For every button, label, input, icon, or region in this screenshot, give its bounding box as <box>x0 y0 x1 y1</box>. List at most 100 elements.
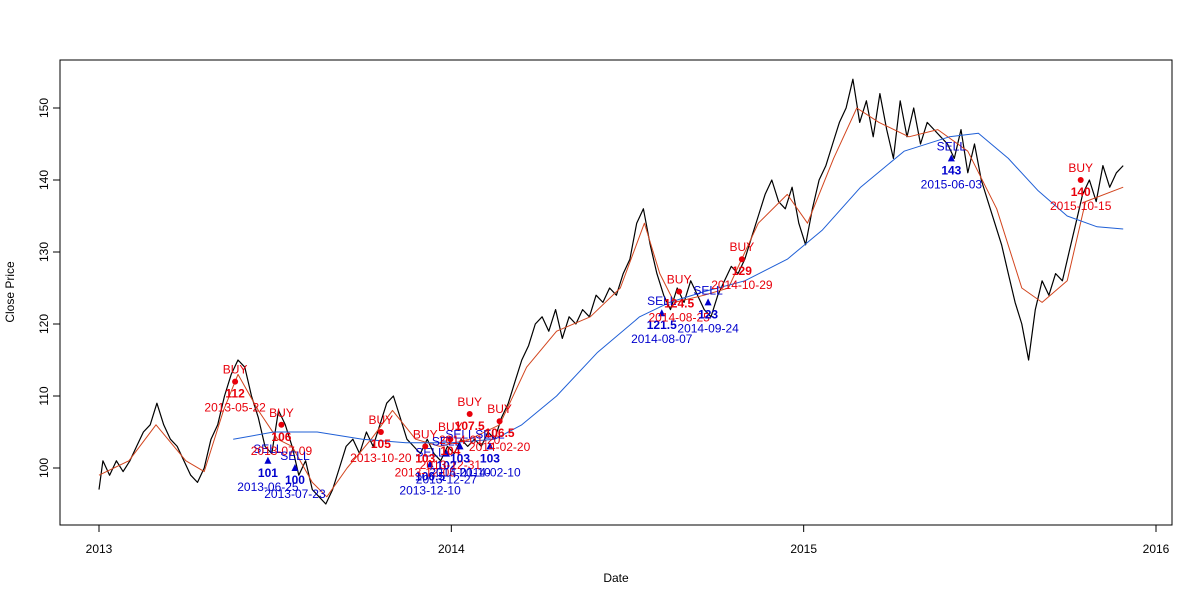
signal-price-label: 103 <box>415 451 435 465</box>
sell-marker <box>486 442 494 450</box>
signal-date-label: 2013-07-09 <box>251 444 313 458</box>
y-tick-label: 150 <box>37 98 51 118</box>
signal-type-label: SELL <box>253 442 283 456</box>
y-tick-label: 100 <box>37 458 51 478</box>
signal-type-label: BUY <box>369 413 394 427</box>
signal-date-label: 2013-12-10 <box>399 483 461 497</box>
signal-price-label: 123 <box>698 307 718 321</box>
signal-type-label: SELL <box>475 427 505 441</box>
signal-type-label: BUY <box>667 273 692 287</box>
signal-price-label: 121.5 <box>647 318 677 332</box>
buy-marker <box>278 421 285 428</box>
signal-type-label: BUY <box>1068 161 1093 175</box>
sell-marker <box>264 456 272 464</box>
x-tick-label: 2013 <box>86 542 113 556</box>
signal-price-label: 101 <box>258 466 278 480</box>
signal-type-label: BUY <box>413 427 438 441</box>
signal-type-label: BUY <box>438 420 463 434</box>
buy-marker <box>466 411 473 417</box>
signal-date-label: 2014-10-29 <box>711 278 773 292</box>
signal-price-label: 106.5 <box>485 426 515 440</box>
x-axis: 2013 2014 2015 2016 <box>86 524 1170 556</box>
signal-type-label: BUY <box>457 395 482 409</box>
signal-price-label: 104 <box>440 444 460 458</box>
signal-price-label: 112 <box>225 387 245 401</box>
y-tick-label: 120 <box>37 314 51 334</box>
signal-price-label: 129 <box>732 264 752 278</box>
signal-date-label: 2014-02-20 <box>469 440 531 454</box>
signal-date-label: 2013-12-05 <box>395 465 457 479</box>
sell-marker <box>443 449 451 457</box>
signal-date-label: 2013-07-23 <box>264 487 326 501</box>
buy-marker <box>422 443 429 450</box>
y-tick-label: 110 <box>37 386 51 405</box>
fast-ma-line <box>98 107 1124 498</box>
y-axis: 100 110 120 130 140 150 <box>37 98 61 478</box>
signal-price-label: 105 <box>371 437 391 451</box>
buy-marker <box>232 378 239 385</box>
signal-type-label: SELL <box>445 427 475 441</box>
signal-type-label: SELL <box>280 449 310 463</box>
x-tick-label: 2014 <box>438 542 465 556</box>
sell-marker <box>456 442 464 450</box>
y-axis-title: Close Price <box>3 261 17 323</box>
signal-date-label: 2013-12-27 <box>416 473 478 487</box>
buy-marker <box>447 436 454 443</box>
sell-marker <box>947 154 955 162</box>
x-tick-label: 2015 <box>790 542 817 556</box>
signal-date-label: 2014-01-20 <box>439 433 501 447</box>
signal-price-label: 100 <box>285 473 305 487</box>
signal-type-label: BUY <box>223 363 248 377</box>
signal-type-label: SELL <box>693 283 723 297</box>
sell-marker <box>426 460 434 468</box>
y-tick-label: 130 <box>37 242 51 262</box>
signal-type-label: BUY <box>487 402 512 416</box>
signal-date-label: 2013-05-22 <box>204 401 266 415</box>
signal-date-label: 2013-06-25 <box>237 480 299 494</box>
signal-date-label: 2013-10-20 <box>350 451 412 465</box>
signal-price-label: 140 <box>1071 185 1091 199</box>
signal-date-label: 2015-10-15 <box>1050 199 1112 213</box>
signal-type-label: SELL <box>647 294 677 308</box>
x-tick-label: 2016 <box>1143 542 1170 556</box>
signal-price-label: 124.5 <box>664 297 694 311</box>
signal-date-label: 2014-09-24 <box>677 321 739 335</box>
signal-type-label: SELL <box>432 435 462 449</box>
signal-price-label: 103 <box>480 451 500 465</box>
signal-price-label: 103 <box>450 451 470 465</box>
signal-price-label: 106 <box>271 430 291 444</box>
signal-type-label: BUY <box>269 406 294 420</box>
y-tick-label: 140 <box>37 170 51 190</box>
buy-marker <box>377 429 384 435</box>
signal-date-label: 2013-12-31 <box>420 458 482 472</box>
plot-area: BUY1122013-05-22SELL1012013-06-25BUY1062… <box>59 59 1173 526</box>
buy-marker <box>1077 177 1084 183</box>
signal-type-label: SELL <box>937 139 967 153</box>
x-axis-title: Date <box>603 571 629 585</box>
signal-price-label: 100.5 <box>415 469 445 483</box>
sell-marker <box>704 298 712 306</box>
signal-type-label: BUY <box>730 240 755 254</box>
price-line <box>98 78 1124 505</box>
signal-price-label: 107.5 <box>455 419 485 433</box>
signal-date-label: 2014-02-10 <box>459 465 521 479</box>
signal-date-label: 2014-08-07 <box>631 332 693 346</box>
signal-date-label: 2014-08-25 <box>648 311 710 325</box>
